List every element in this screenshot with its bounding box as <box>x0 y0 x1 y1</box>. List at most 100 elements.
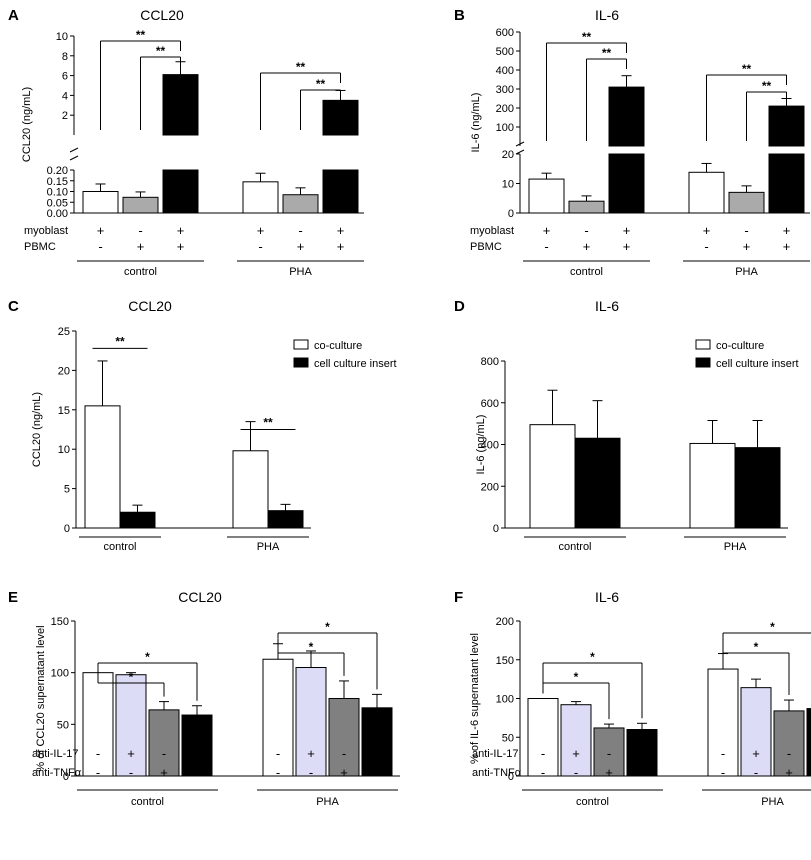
treatment-mark: + <box>160 765 168 780</box>
significance-label: * <box>574 670 579 684</box>
y-tick-label: 600 <box>496 27 514 39</box>
treatment-mark: + <box>337 223 345 238</box>
treatment-mark: + <box>127 746 135 761</box>
significance-label: ** <box>742 62 752 76</box>
y-tick-label: 200 <box>496 103 514 115</box>
y-tick-label: 500 <box>496 46 514 58</box>
bar <box>688 171 725 214</box>
y-tick-label: 0 <box>493 523 499 535</box>
treatment-mark: - <box>309 765 313 780</box>
panel-d-chart: 0 200 400 600 800 IL-6 (ng/mL) co-culture cell … <box>475 339 799 553</box>
bar <box>232 450 269 529</box>
y-tick-label: 100 <box>51 668 69 680</box>
bar <box>82 191 119 214</box>
bar <box>181 714 213 777</box>
treatment-mark: + <box>638 746 646 761</box>
treatment-mark: - <box>584 223 588 238</box>
y-tick-label: 20 <box>502 149 514 161</box>
group-label: control <box>570 266 603 278</box>
treatment-mark: + <box>543 223 551 238</box>
row-label: myoblast <box>470 225 514 237</box>
y-axis-label: CCL20 (ng/mL) <box>21 87 33 162</box>
treatment-mark: - <box>754 765 758 780</box>
treatment-mark: - <box>258 239 262 254</box>
group-label: PHA <box>724 541 747 553</box>
panel-e-title: CCL20 <box>178 589 222 605</box>
bar-upper-part <box>162 74 199 136</box>
y-tick-label: 200 <box>496 616 514 628</box>
group-label: control <box>558 541 591 553</box>
legend-swatch <box>293 357 309 368</box>
panel-label-c: C <box>8 298 19 315</box>
panel-label-e: E <box>8 589 18 606</box>
y-tick-label: 4 <box>62 90 68 102</box>
bar-upper-part <box>768 105 805 147</box>
y-axis-label: % of IL-6 supernatant level <box>469 633 481 764</box>
axis-break-mark <box>69 155 79 161</box>
bar <box>574 437 621 529</box>
treatment-mark: + <box>783 239 791 254</box>
bar-upper-part <box>322 99 359 136</box>
bar <box>267 510 304 529</box>
treatment-mark: + <box>337 239 345 254</box>
treatment-mark: - <box>574 765 578 780</box>
bar <box>148 709 180 777</box>
legend-swatch <box>695 339 711 350</box>
significance-label: * <box>325 620 330 634</box>
y-axis-label: % of CCL20 supernatant level <box>35 625 47 771</box>
bar <box>527 698 559 777</box>
bar <box>115 674 147 777</box>
y-tick-label: 10 <box>56 31 68 43</box>
y-tick-label: 400 <box>481 440 499 452</box>
treatment-mark: + <box>373 765 381 780</box>
treatment-mark: - <box>541 746 545 761</box>
group-label: control <box>124 266 157 278</box>
bar <box>262 658 294 777</box>
significance-label: ** <box>156 44 166 58</box>
row-label: PBMC <box>24 241 56 253</box>
legend-label: co-culture <box>716 340 764 352</box>
row-label: myoblast <box>24 225 68 237</box>
bar <box>728 191 765 214</box>
y-tick-label: 5 <box>64 484 70 496</box>
panel-d-title: IL-6 <box>595 298 619 314</box>
significance-label: ** <box>136 28 146 42</box>
panel-b-chart: 0 10 20 100 200 300 400 500 600 IL-6 (ng/mL) ** ** *… <box>470 27 810 278</box>
treatment-mark: - <box>787 746 791 761</box>
y-tick-label: 400 <box>496 65 514 77</box>
treatment-mark: + <box>97 223 105 238</box>
y-tick-label: 300 <box>496 84 514 96</box>
panel-a-chart: 0.000.050.100.150.20 2 4 6 8 10 CCL20 (ng/mL) *… <box>21 28 364 278</box>
y-tick-label: 600 <box>481 398 499 410</box>
treatment-mark: - <box>96 765 100 780</box>
y-tick-label: 0.00 <box>47 208 68 220</box>
treatment-mark: - <box>276 746 280 761</box>
panel-a-title: CCL20 <box>140 7 184 23</box>
axis-break-mark <box>515 141 525 147</box>
bar <box>773 710 805 777</box>
panel-label-a: A <box>8 7 19 24</box>
treatment-mark: + <box>257 223 265 238</box>
legend-label: co-culture <box>314 340 362 352</box>
y-tick-label: 0.05 <box>47 197 68 209</box>
treatment-mark: + <box>193 746 201 761</box>
y-tick-label: 0 <box>63 771 69 783</box>
treatment-mark: + <box>583 239 591 254</box>
treatment-mark: + <box>340 765 348 780</box>
significance-label: ** <box>115 334 125 348</box>
y-tick-label: 0.15 <box>47 176 68 188</box>
significance-label: * <box>754 640 759 654</box>
treatment-mark: - <box>276 765 280 780</box>
y-tick-label: 10 <box>502 179 514 191</box>
row-label: anti-IL-17 <box>32 748 78 760</box>
group-label: PHA <box>289 266 312 278</box>
treatment-mark: - <box>342 746 346 761</box>
treatment-mark: - <box>96 746 100 761</box>
y-tick-label: 100 <box>496 122 514 134</box>
bar <box>707 668 739 777</box>
significance-label: * <box>309 640 314 654</box>
y-tick-label: 0 <box>64 523 70 535</box>
y-tick-label: 50 <box>502 732 514 744</box>
bar <box>119 511 156 529</box>
